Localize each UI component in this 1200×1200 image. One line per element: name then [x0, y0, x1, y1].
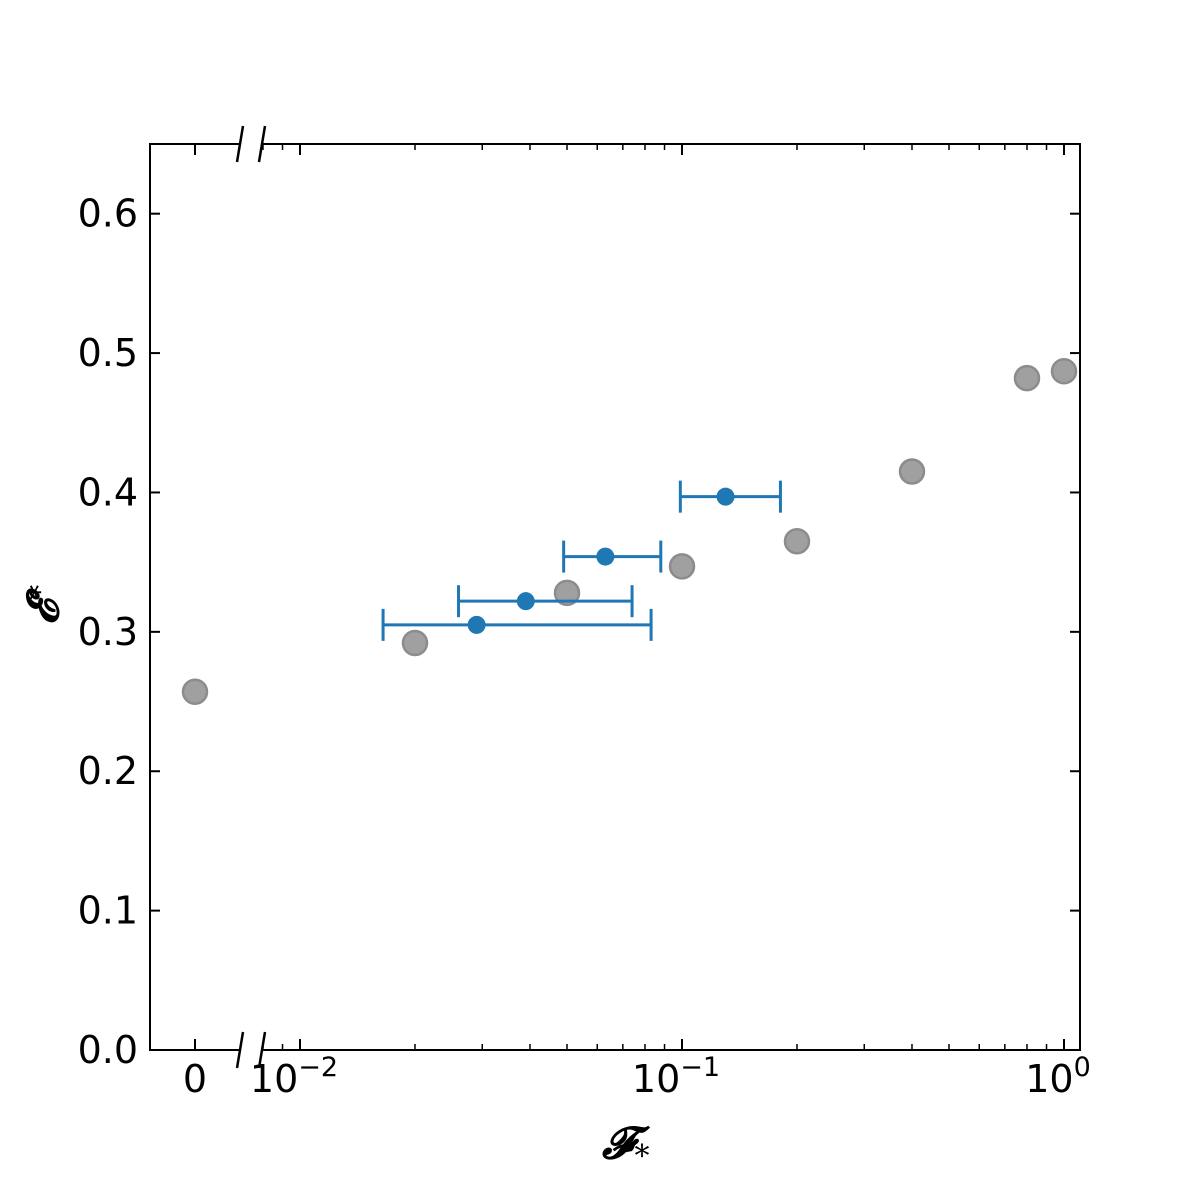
data-point	[553, 579, 581, 607]
data-series	[181, 357, 1078, 706]
y-tick-label: 0.3	[78, 610, 138, 654]
x-tick-label: 0	[183, 1057, 207, 1101]
data-point	[1013, 364, 1041, 392]
y-tick-label: 0.5	[78, 331, 138, 375]
data-point	[401, 629, 429, 657]
x-tick-label: 10−2	[250, 1052, 338, 1101]
axis-break-mark	[257, 1031, 267, 1069]
y-axis-label: 𝓔*	[18, 585, 69, 625]
axis-break-mark	[235, 1031, 245, 1069]
data-point	[898, 458, 926, 485]
data-point	[596, 547, 615, 566]
x-tick-label: 100	[1025, 1052, 1091, 1101]
x-axis-label: 𝓕*	[601, 1118, 651, 1174]
data-point	[467, 615, 486, 634]
y-tick-label: 0.1	[78, 889, 138, 933]
data-point	[783, 527, 811, 555]
y-tick-label: 0.6	[78, 192, 138, 236]
data-point	[181, 678, 209, 706]
axis-break-mark	[235, 125, 245, 163]
axis-break-gap	[241, 1047, 261, 1053]
axis-ticks	[150, 144, 1080, 1051]
y-tick-label: 0.0	[78, 1028, 138, 1072]
data-point	[716, 487, 735, 506]
data-point	[516, 592, 535, 611]
axis-break-gap	[241, 141, 261, 147]
tick-labels: 0.0 0.1 0.2 0.3 0.4 0.5 0.6 0 10−2 10−1 100	[78, 192, 1091, 1101]
y-tick-label: 0.4	[78, 470, 138, 514]
y-tick-label: 0.2	[78, 749, 138, 793]
plot-frame	[149, 143, 1081, 1051]
axis-break-mark	[257, 125, 267, 163]
axis-break-marks	[235, 125, 267, 1069]
data-point	[668, 553, 696, 580]
data-point	[1050, 357, 1078, 385]
x-tick-label: 10−1	[632, 1052, 720, 1101]
